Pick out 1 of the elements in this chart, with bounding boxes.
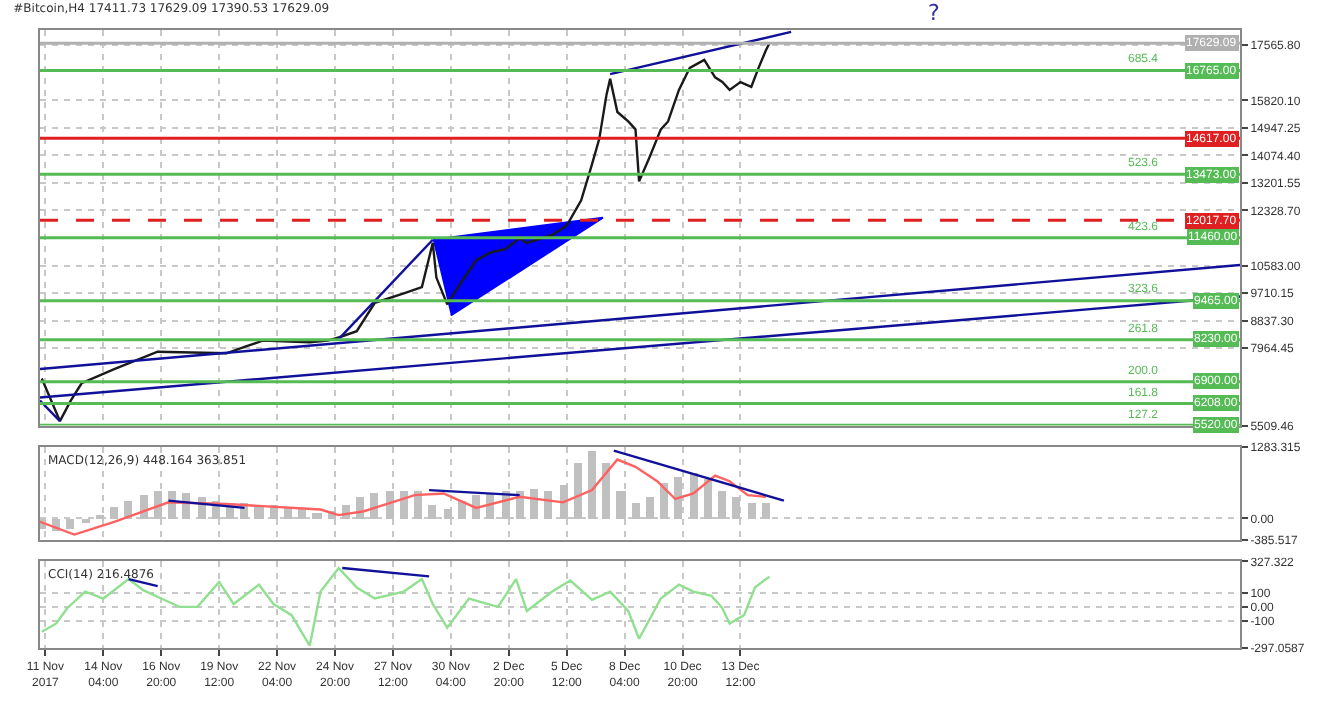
text: ? (928, 0, 940, 26)
